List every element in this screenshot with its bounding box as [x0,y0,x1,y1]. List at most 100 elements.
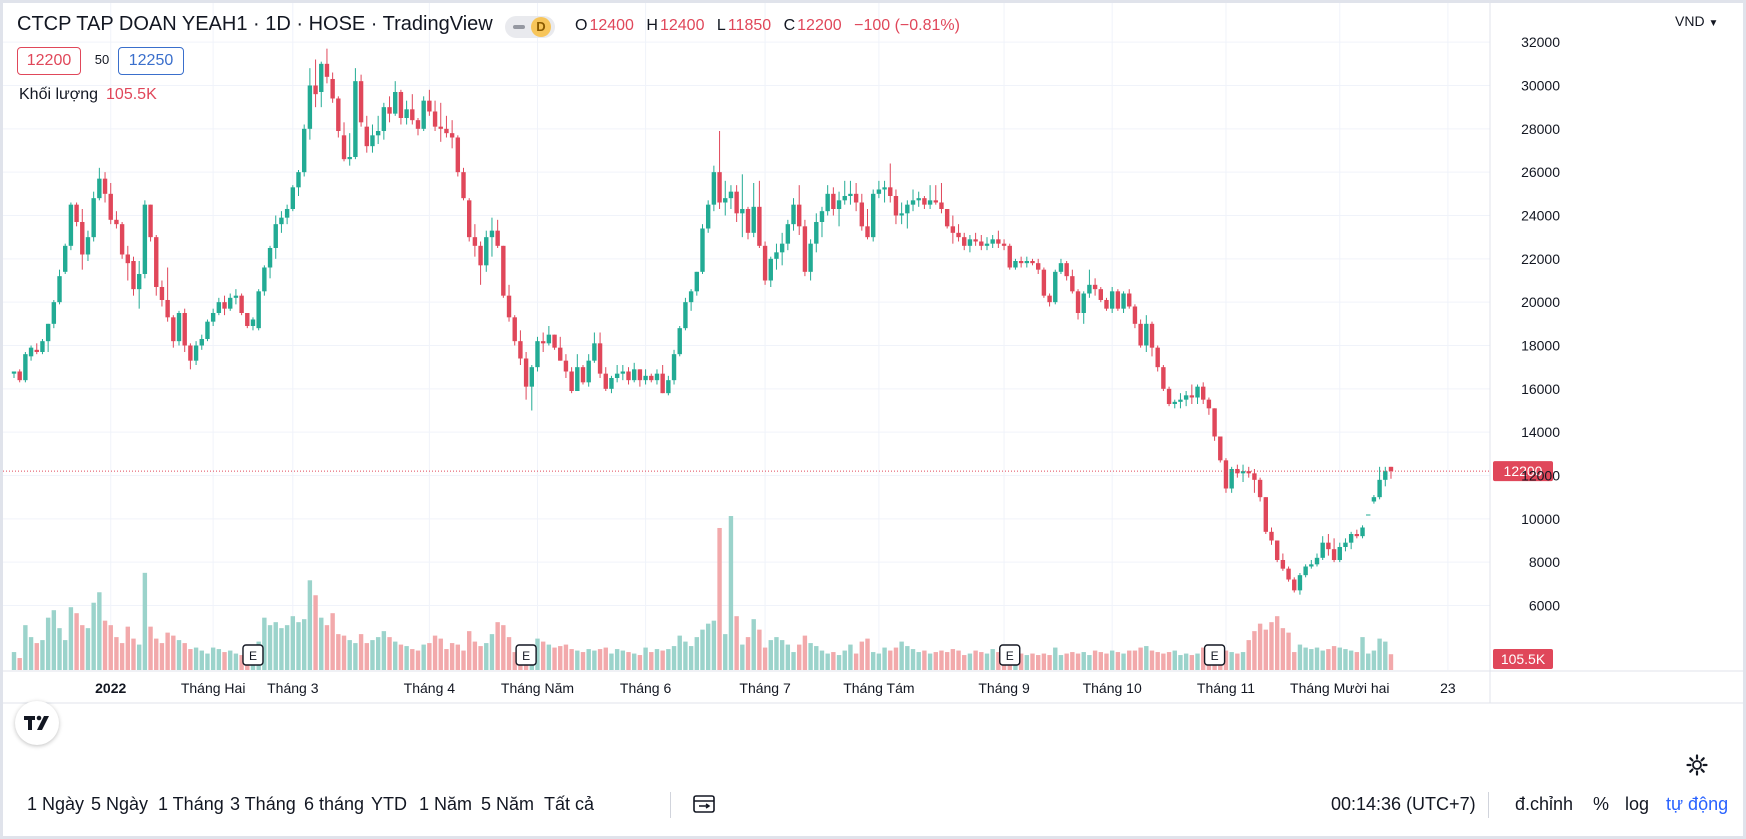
range-1-day[interactable]: 1 Ngày [27,794,85,814]
range-3-month[interactable]: 3 Tháng [230,794,296,814]
volume-bar [472,641,478,670]
candle-body [984,243,990,246]
candle-body [341,135,347,160]
candle-body [535,341,540,368]
candle-body [831,193,836,209]
candle-body [1371,497,1377,502]
volume-bar [563,644,569,670]
candle-body [757,206,762,246]
candle-body [950,226,956,233]
symbol-title[interactable]: CTCP TAP DOAN YEAH1 · 1D · HOSE · Tradin… [17,13,493,35]
candle-body [279,217,284,225]
candle-body [819,211,825,222]
candle-body [979,241,984,246]
candle-body [347,156,352,160]
chart-frame: 12200 105.5K E E E E 6000 8000 10000 12000 14000… [3,3,1743,836]
candle-body [444,128,449,134]
buy-price-button[interactable]: 12250 [118,47,184,75]
candle-body [398,91,404,118]
candle-body [1024,260,1030,264]
volume-bar [984,653,990,670]
volume-bar [375,637,381,670]
candle-body [63,245,68,272]
candle-body [501,245,506,296]
currency-selector[interactable]: VND ▼ [1675,13,1718,29]
volume-bar [1144,646,1149,670]
candle-body [1331,549,1337,560]
log-toggle[interactable]: log [1625,794,1650,814]
candle-body [762,245,768,281]
candle-body [484,237,489,266]
candle-body [1218,436,1223,461]
volume-bar [842,650,847,670]
volume-bar [467,631,472,670]
sell-price-button[interactable]: 12200 [17,47,81,75]
volume-bar [512,652,517,670]
candle-body [1109,291,1115,309]
volume-bar [11,652,17,670]
volume-bar [102,620,108,670]
volume-bar [136,644,142,670]
volume-bar [40,640,45,670]
candle-body [1212,408,1217,437]
volume-bar [68,607,74,670]
auto-scale-toggle[interactable]: tự động [1666,794,1729,814]
candle-body [677,328,682,355]
volume-bar [17,658,22,670]
volume-bar [421,644,426,670]
timezone-clock[interactable]: 00:14:36 (UTC+7) [1331,794,1476,814]
toolbar-divider [1488,792,1489,818]
volume-bar [381,631,387,670]
candle-body [717,172,722,203]
volume-bar [1030,653,1035,670]
candle-body [569,371,574,391]
candle-body [353,81,358,157]
volume-bar [1127,650,1132,670]
volume-bar [740,644,745,670]
date-range-icon[interactable] [691,791,717,817]
x-tick-label: Tháng 4 [404,680,456,696]
tradingview-logo[interactable] [15,701,59,745]
volume-bar [444,649,449,670]
candle-body [28,347,34,357]
interval-badge[interactable]: D [505,16,555,38]
candle-body [933,200,938,203]
range-ytd[interactable]: YTD [371,794,407,814]
toolbar-divider [670,792,671,818]
volume-bar [495,622,500,670]
candle-body [381,107,387,131]
percent-toggle[interactable]: % [1593,794,1610,814]
candle-body [910,200,916,205]
candle-body [597,343,603,374]
candle-body [973,239,978,242]
change-value: −100 (−0.81%) [854,17,960,34]
earnings-marker [1203,644,1226,666]
volume-bar [899,641,904,670]
candle-body [592,343,597,361]
gear-icon[interactable] [1685,753,1709,777]
volume-legend[interactable]: Khối lượng 105.5K [19,86,157,104]
range-5-year[interactable]: 5 Năm [481,794,535,814]
candle-body [273,224,278,248]
range-6-month[interactable]: 6 tháng [304,794,365,814]
price-chart[interactable]: 12200 105.5K E E E E 6000 8000 10000 12000 14000… [3,3,1743,836]
range-1-year[interactable]: 1 Năm [419,794,473,814]
adjust-toggle[interactable]: đ.chỉnh [1515,794,1574,814]
volume-bar [461,650,466,670]
candle-body [1018,260,1024,264]
candle-body [1058,263,1064,272]
candle-body [859,202,865,227]
range-5-day[interactable]: 5 Ngày [91,794,149,814]
candle-body [387,107,392,114]
volume-bar [1183,653,1189,670]
volume-bar [393,641,398,670]
volume-bar [154,638,159,670]
range-1-month[interactable]: 1 Tháng [158,794,224,814]
volume-bar [569,649,574,670]
candle-body [694,271,699,292]
range-all[interactable]: Tất cả [544,794,595,814]
volume-bar [1047,655,1052,670]
x-tick-label: Tháng Mười hai [1290,680,1389,696]
candle-body [836,200,842,209]
candle-body [882,187,887,190]
